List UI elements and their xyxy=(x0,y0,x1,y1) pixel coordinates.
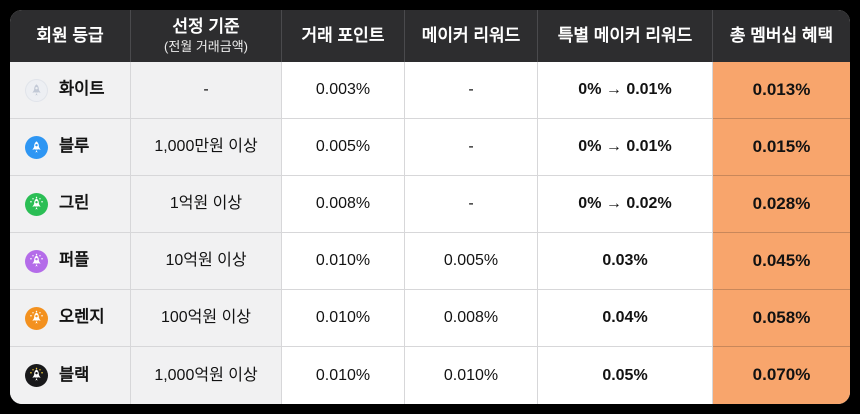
criteria-cell: 1,000억원 이상 xyxy=(131,347,282,404)
maker-reward-value: 0.008% xyxy=(443,309,499,327)
total-benefit-cell: 0.028% xyxy=(713,176,850,233)
maker-reward-cell: 0.008% xyxy=(405,290,538,347)
rocket-badge-icon xyxy=(25,78,48,102)
header-label: 메이커 리워드 xyxy=(421,25,521,45)
header-label: 선정 기준 xyxy=(172,17,240,36)
header-selection-criteria: 선정 기준 (전월 거래금액) xyxy=(131,10,282,62)
total-benefit-cell: 0.058% xyxy=(713,290,850,347)
total-benefit-value: 0.028% xyxy=(752,193,811,213)
rocket-badge-icon xyxy=(25,364,48,387)
maker-reward-cell: 0.010% xyxy=(405,347,538,404)
trade-points-value: 0.003% xyxy=(315,81,371,99)
criteria-value: 10억원 이상 xyxy=(165,252,247,270)
special-maker-reward-value: 0.04% xyxy=(602,309,648,327)
total-benefit-value: 0.013% xyxy=(752,79,811,99)
trade-points-value: 0.010% xyxy=(315,252,371,270)
maker-reward-value: - xyxy=(468,195,474,213)
special-maker-reward-value: 0.05% xyxy=(602,366,648,384)
maker-reward-cell: - xyxy=(405,176,538,233)
header-label: 총 멤버십 혜택 xyxy=(729,25,834,45)
maker-reward-cell: - xyxy=(405,62,538,119)
criteria-cell: 1억원 이상 xyxy=(131,176,282,233)
rocket-badge-icon xyxy=(25,135,48,159)
header-maker-reward: 메이커 리워드 xyxy=(405,10,538,62)
table-row-green-tier: 그린 xyxy=(10,176,131,233)
criteria-cell: 100억원 이상 xyxy=(131,290,282,347)
special-maker-reward-value: 0% → 0.02% xyxy=(578,195,672,213)
trade-points-value: 0.008% xyxy=(315,195,371,213)
membership-tier-table: 회원 등급 선정 기준 (전월 거래금액) 거래 포인트 메이커 리워드 특별 … xyxy=(10,10,850,404)
trade-points-cell: 0.008% xyxy=(282,176,405,233)
total-benefit-value: 0.058% xyxy=(752,307,811,327)
rocket-badge-icon xyxy=(25,249,48,273)
maker-reward-cell: 0.005% xyxy=(405,233,538,290)
special-maker-reward-cell: 0% → 0.01% xyxy=(538,62,713,119)
trade-points-value: 0.010% xyxy=(315,309,371,327)
tier-name: 그린 xyxy=(59,194,90,213)
special-maker-reward-value: 0.03% xyxy=(602,252,648,270)
special-maker-reward-cell: 0% → 0.02% xyxy=(538,176,713,233)
trade-points-value: 0.005% xyxy=(315,138,371,156)
table-row-white-tier: 화이트 xyxy=(10,62,131,119)
maker-reward-value: - xyxy=(468,81,474,99)
trade-points-cell: 0.010% xyxy=(282,347,405,404)
total-benefit-cell: 0.045% xyxy=(713,233,850,290)
total-benefit-value: 0.070% xyxy=(752,365,811,385)
header-total-benefit: 총 멤버십 혜택 xyxy=(713,10,850,62)
criteria-cell: 1,000만원 이상 xyxy=(131,119,282,176)
special-maker-reward-cell: 0.03% xyxy=(538,233,713,290)
special-maker-reward-cell: 0% → 0.01% xyxy=(538,119,713,176)
trade-points-cell: 0.005% xyxy=(282,119,405,176)
header-member-tier: 회원 등급 xyxy=(10,10,131,62)
header-label: 특별 메이커 리워드 xyxy=(557,25,693,45)
criteria-cell: 10억원 이상 xyxy=(131,233,282,290)
tier-name: 퍼플 xyxy=(59,251,90,270)
table-row-blue-tier: 블루 xyxy=(10,119,131,176)
criteria-cell: - xyxy=(131,62,282,119)
trade-points-cell: 0.010% xyxy=(282,233,405,290)
criteria-value: 100억원 이상 xyxy=(160,309,252,327)
header-label: 회원 등급 xyxy=(36,25,104,45)
special-maker-reward-value: 0% → 0.01% xyxy=(578,81,672,99)
tier-name: 오렌지 xyxy=(59,308,105,327)
tier-name: 블루 xyxy=(59,137,90,156)
table-row-orange-tier: 오렌지 xyxy=(10,290,131,347)
maker-reward-value: 0.005% xyxy=(443,252,499,270)
special-maker-reward-cell: 0.05% xyxy=(538,347,713,404)
criteria-value: 1억원 이상 xyxy=(169,195,243,213)
maker-reward-value: - xyxy=(468,138,474,156)
criteria-value: 1,000억원 이상 xyxy=(154,366,258,384)
total-benefit-cell: 0.070% xyxy=(713,347,850,404)
trade-points-cell: 0.010% xyxy=(282,290,405,347)
trade-points-value: 0.010% xyxy=(315,366,371,384)
maker-reward-cell: - xyxy=(405,119,538,176)
rocket-badge-icon xyxy=(25,306,48,330)
tier-name: 블랙 xyxy=(59,365,90,384)
table-row-purple-tier: 퍼플 xyxy=(10,233,131,290)
table-row-black-tier: 블랙 xyxy=(10,347,131,404)
total-benefit-value: 0.015% xyxy=(752,136,811,156)
header-sublabel: (전월 거래금액) xyxy=(163,39,249,55)
header-special-maker-reward: 특별 메이커 리워드 xyxy=(538,10,713,62)
maker-reward-value: 0.010% xyxy=(443,366,499,384)
criteria-value: 1,000만원 이상 xyxy=(154,138,258,156)
trade-points-cell: 0.003% xyxy=(282,62,405,119)
header-label: 거래 포인트 xyxy=(301,25,385,45)
total-benefit-value: 0.045% xyxy=(752,250,811,270)
special-maker-reward-cell: 0.04% xyxy=(538,290,713,347)
total-benefit-cell: 0.013% xyxy=(713,62,850,119)
special-maker-reward-value: 0% → 0.01% xyxy=(578,138,672,156)
criteria-value: - xyxy=(203,81,209,99)
header-trade-points: 거래 포인트 xyxy=(282,10,405,62)
total-benefit-cell: 0.015% xyxy=(713,119,850,176)
rocket-badge-icon xyxy=(25,192,48,216)
tier-grid: 회원 등급 선정 기준 (전월 거래금액) 거래 포인트 메이커 리워드 특별 … xyxy=(10,10,850,404)
tier-name: 화이트 xyxy=(59,80,105,99)
